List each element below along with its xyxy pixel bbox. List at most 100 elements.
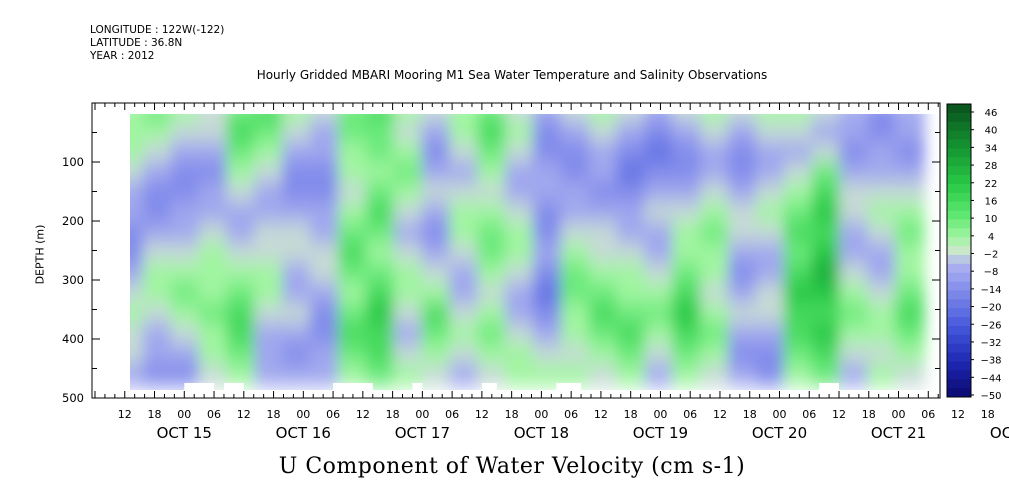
heat-cell [616, 242, 647, 265]
x-hour-label: 00 [177, 408, 191, 421]
colorbar-label: −20 [980, 303, 1001, 314]
heat-cell [198, 303, 229, 326]
heat-cell [895, 161, 925, 184]
colorbar: 46 40 34 28 22 16 10 4 −2 −8 −14 −20 −26 −32 −38 −44 −50 [946, 103, 1002, 402]
heat-cell [644, 121, 675, 144]
heat-cell [310, 343, 340, 366]
heat-cell [170, 343, 201, 366]
heat-cell [560, 242, 591, 265]
heat-cell [282, 202, 313, 225]
x-date-label: OCT 19 [633, 424, 688, 442]
heat-cell [532, 181, 563, 204]
heat-cell [226, 202, 257, 225]
colorbar-frame [946, 103, 972, 398]
colorbar-band [947, 104, 971, 114]
heat-cell [588, 202, 619, 225]
heat-cell [170, 202, 201, 225]
heat-cell [142, 343, 173, 366]
heat-cell [505, 262, 535, 285]
heat-cell [130, 343, 145, 366]
heat-cell [310, 121, 340, 144]
heat-cell [560, 283, 591, 306]
heat-cell [728, 303, 758, 326]
colorbar-label: −50 [980, 391, 1001, 402]
heat-cell [310, 202, 340, 225]
heat-cell [644, 363, 675, 387]
heat-cell [449, 323, 480, 346]
heat-cell [421, 242, 452, 265]
heat-cell [226, 114, 257, 124]
heat-cell [867, 161, 898, 184]
heat-cell [337, 161, 368, 184]
heat-cell [365, 323, 396, 346]
heat-cell [895, 363, 925, 387]
heat-cell [449, 242, 480, 265]
heat-cell [672, 202, 703, 225]
heat-cell [839, 262, 870, 285]
colorbar-band [947, 210, 971, 220]
colorbar-band [947, 219, 971, 229]
heat-cell [421, 323, 452, 346]
heat-cell [672, 303, 703, 326]
heat-cell [588, 222, 619, 245]
heat-cell [867, 363, 898, 387]
heat-cell [198, 181, 229, 204]
heat-cell [560, 141, 591, 164]
heat-cell [811, 114, 842, 124]
colorbar-band [947, 361, 971, 371]
heat-cell [700, 323, 730, 346]
heat-cell [170, 161, 201, 184]
heat-cell [700, 363, 730, 387]
heat-cell [142, 242, 173, 265]
colorbar-band [947, 272, 971, 282]
heat-cell [839, 202, 870, 225]
colorbar-band [947, 352, 971, 362]
missing-data-gaps [184, 383, 839, 390]
heat-cell [700, 181, 730, 204]
heat-cell [811, 222, 842, 245]
heat-cell [365, 242, 396, 265]
heat-cell [254, 303, 285, 326]
heat-cell [616, 114, 647, 124]
heat-cell [867, 242, 898, 265]
colorbar-band [947, 112, 971, 123]
heat-cell [700, 141, 730, 164]
colorbar-band [947, 317, 971, 327]
heat-cell [728, 242, 758, 265]
x-hour-label: 06 [445, 408, 459, 421]
heat-cell [783, 242, 814, 265]
heat-cell [282, 222, 313, 245]
heat-cell [560, 323, 591, 346]
heat-cell [700, 161, 730, 184]
heat-cell [700, 343, 730, 366]
heat-cell [337, 242, 368, 265]
heat-cell [170, 141, 201, 164]
heat-cell [365, 303, 396, 326]
colorbar-band [947, 237, 971, 247]
heat-cell [477, 222, 508, 245]
heat-cell [282, 161, 313, 184]
heat-cell [365, 161, 396, 184]
heat-cell [142, 181, 173, 204]
heat-cell [449, 283, 480, 306]
heat-cell [867, 141, 898, 164]
heat-cell [783, 141, 814, 164]
colorbar-band [947, 281, 971, 291]
heat-cell [895, 114, 925, 124]
y-tick-label: 400 [62, 332, 84, 346]
heat-cell [616, 303, 647, 326]
heat-cell [142, 114, 173, 124]
heat-cell [170, 283, 201, 306]
heat-cell [226, 242, 257, 265]
heat-cell [310, 222, 340, 245]
colorbar-label: 10 [985, 214, 998, 225]
heat-cell [198, 222, 229, 245]
heat-cell [560, 161, 591, 184]
heat-cell [477, 202, 508, 225]
heat-cell [254, 121, 285, 144]
heat-cell [198, 363, 229, 387]
heat-cell [867, 343, 898, 366]
heat-cell [421, 141, 452, 164]
heat-cell [811, 202, 842, 225]
colorbar-band [947, 325, 971, 336]
